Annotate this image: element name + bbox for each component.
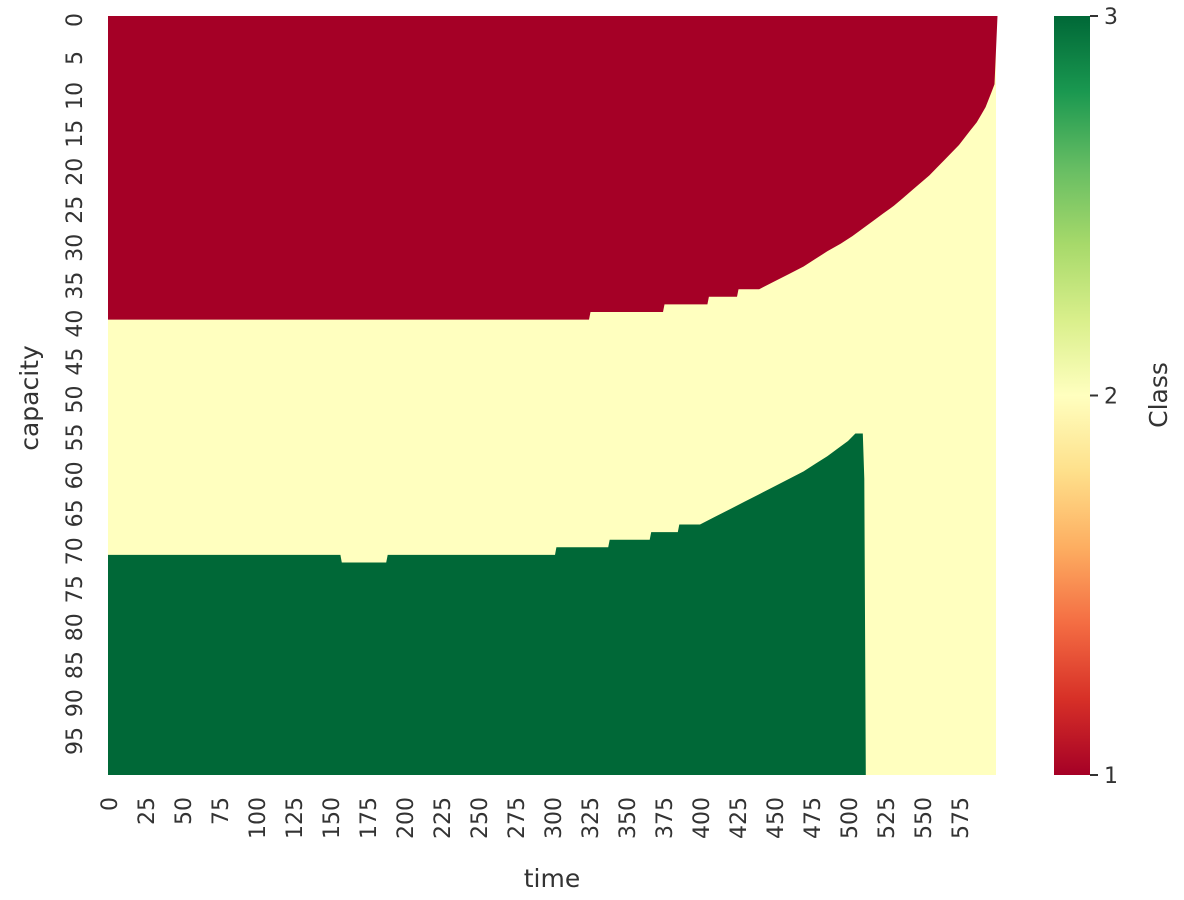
y-tick-label: 55 — [63, 424, 88, 452]
x-tick-label: 200 — [394, 797, 419, 839]
y-axis-title: capacity — [15, 345, 44, 451]
y-tick-label: 75 — [63, 575, 88, 603]
y-tick-label: 25 — [63, 196, 88, 224]
x-tick-label: 50 — [172, 797, 197, 825]
x-tick-label: 75 — [209, 797, 234, 825]
y-tick-label: 90 — [63, 689, 88, 717]
y-tick-label: 80 — [63, 613, 88, 641]
plot-area — [108, 16, 998, 775]
x-tick-label: 575 — [949, 797, 974, 839]
x-tick-label: 400 — [690, 797, 715, 839]
colorbar: 1 2 3 — [1054, 5, 1118, 789]
x-axis-title: time — [524, 864, 580, 893]
heatmap-region-class-1 — [108, 16, 998, 320]
y-tick-label: 95 — [63, 727, 88, 755]
y-tick-label: 5 — [63, 51, 88, 65]
x-tick-label: 475 — [801, 797, 826, 839]
x-axis: 0 25 50 75 100 125 150 175 200 225 250 275 300 325 350… — [98, 797, 974, 839]
x-tick-label: 350 — [616, 797, 641, 839]
y-tick-label: 45 — [63, 348, 88, 376]
x-tick-label: 450 — [764, 797, 789, 839]
x-tick-label: 375 — [653, 797, 678, 839]
x-tick-label: 550 — [912, 797, 937, 839]
colorbar-title: Class — [1144, 362, 1173, 428]
colorbar-gradient — [1054, 16, 1090, 775]
y-tick-label: 70 — [63, 537, 88, 565]
x-tick-label: 100 — [246, 797, 271, 839]
y-tick-label: 40 — [63, 310, 88, 338]
x-tick-label: 500 — [838, 797, 863, 839]
heatmap-region-class-3 — [108, 433, 866, 775]
x-tick-label: 300 — [542, 797, 567, 839]
x-tick-label: 150 — [320, 797, 345, 839]
x-tick-label: 175 — [357, 797, 382, 839]
x-tick-label: 525 — [875, 797, 900, 839]
y-tick-label: 30 — [63, 234, 88, 262]
x-tick-label: 275 — [505, 797, 530, 839]
y-tick-label: 85 — [63, 651, 88, 679]
y-tick-label: 50 — [63, 386, 88, 414]
y-tick-label: 20 — [63, 158, 88, 186]
x-tick-label: 25 — [135, 797, 160, 825]
x-tick-label: 325 — [579, 797, 604, 839]
x-tick-label: 225 — [431, 797, 456, 839]
y-tick-label: 65 — [63, 499, 88, 527]
colorbar-tick-label: 3 — [1104, 5, 1118, 30]
y-tick-label: 60 — [63, 461, 88, 489]
y-tick-label: 15 — [63, 120, 88, 148]
y-tick-label: 0 — [63, 13, 88, 27]
x-tick-label: 0 — [98, 797, 123, 811]
x-tick-label: 425 — [727, 797, 752, 839]
y-axis: 0 5 10 15 20 25 30 35 40 45 50 55 60 65 70 75 80 85 90 95 — [63, 13, 88, 755]
x-tick-label: 250 — [468, 797, 493, 839]
colorbar-tick-label: 1 — [1104, 764, 1118, 789]
x-tick-label: 125 — [283, 797, 308, 839]
y-tick-label: 10 — [63, 82, 88, 110]
y-tick-label: 35 — [63, 272, 88, 300]
colorbar-tick-label: 2 — [1104, 385, 1118, 410]
